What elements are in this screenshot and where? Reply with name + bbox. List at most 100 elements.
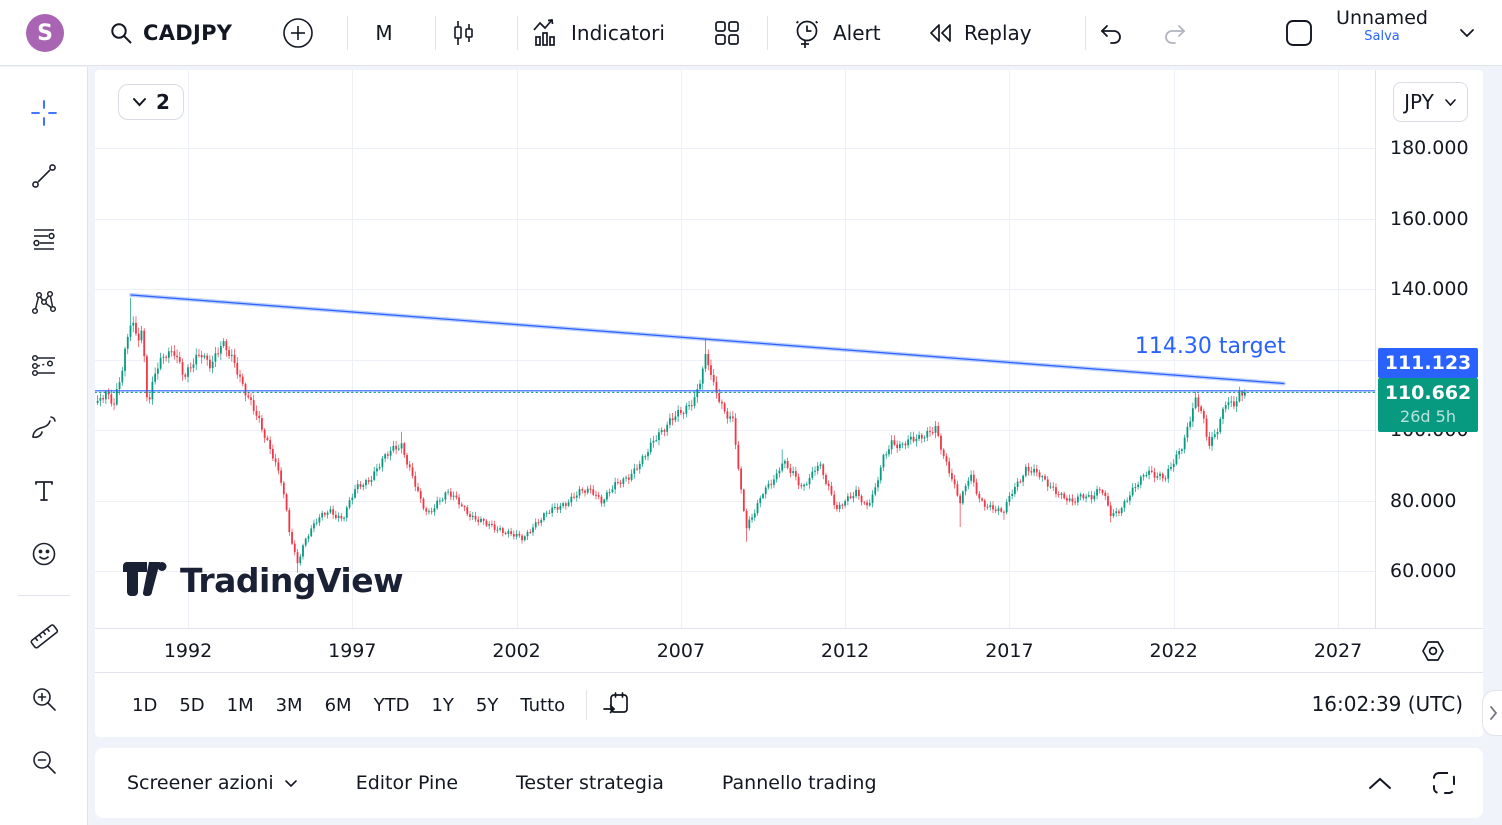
save-layout-button[interactable] <box>1283 11 1315 55</box>
indicators-button[interactable]: Indicatori <box>530 11 665 55</box>
zoom-out-icon <box>29 747 59 777</box>
crosshair-tool[interactable] <box>21 81 67 144</box>
timeframe-5y[interactable]: 5Y <box>465 689 509 722</box>
candlestick-chart-canvas[interactable] <box>95 70 1375 628</box>
brush-tool[interactable] <box>21 396 67 459</box>
time-scale[interactable]: 1992 1997 2002 2007 2012 2017 2022 2027 <box>95 628 1483 672</box>
bar-countdown: 26d 5h <box>1400 407 1456 426</box>
bottom-panel: Screener azioni Editor Pine Tester strateg… <box>95 748 1483 818</box>
bottom-tab-0[interactable]: Screener azioni <box>125 766 300 800</box>
price-scale[interactable]: JPY 180.000160.000140.000120.000100.0008… <box>1375 70 1483 628</box>
price-tick: 60.000 <box>1390 560 1457 582</box>
timeframe-3m[interactable]: 3M <box>265 689 314 722</box>
bottom-tab-2[interactable]: Tester strategia <box>514 766 666 800</box>
emoji-tool[interactable] <box>21 522 67 585</box>
replay-label: Replay <box>964 21 1032 45</box>
chevron-down-icon <box>132 97 147 107</box>
chevron-down-icon <box>1458 27 1476 39</box>
drawing-toolbar <box>0 67 88 825</box>
compare-add-button[interactable] <box>282 11 314 55</box>
bottom-tab-label: Tester strategia <box>516 772 664 794</box>
timeframe-6m[interactable]: 6M <box>314 689 363 722</box>
layout-menu-chevron[interactable] <box>1458 11 1476 55</box>
layout-name-block[interactable]: Unnamed Salva <box>1322 7 1442 45</box>
scale-settings-button[interactable] <box>1419 637 1447 665</box>
alert-button[interactable]: Alert <box>790 11 881 55</box>
forecast-tool[interactable] <box>21 333 67 396</box>
toolbar-divider <box>435 16 436 50</box>
redo-icon <box>1160 17 1192 49</box>
time-tick: 2022 <box>1149 640 1198 662</box>
toolbar-divider <box>347 16 348 50</box>
utc-clock[interactable]: 16:02:39 (UTC) <box>1311 692 1463 716</box>
last-price-label: 110.662 26d 5h <box>1378 378 1478 432</box>
layout-square-icon <box>1283 17 1315 49</box>
chart-plot-area[interactable]: 2 114.30 target TradingView <box>95 70 1375 628</box>
plus-circle-icon <box>282 17 314 49</box>
timeframe-5d[interactable]: 5D <box>168 689 215 722</box>
long-position-icon <box>29 350 59 380</box>
timeframe-tutto[interactable]: Tutto <box>509 689 576 722</box>
bottom-tab-label: Screener azioni <box>127 772 274 794</box>
bottom-tab-1[interactable]: Editor Pine <box>354 766 460 800</box>
collapse-panel-button[interactable] <box>1367 776 1393 791</box>
zoom-out-tool[interactable] <box>21 730 67 793</box>
measure-tool[interactable] <box>21 604 67 667</box>
top-toolbar: S CADJPY M Indicatori <box>0 0 1502 66</box>
symbol-search-button[interactable]: CADJPY <box>108 11 232 55</box>
replay-icon <box>925 18 955 48</box>
price-tick: 140.000 <box>1390 278 1469 300</box>
timeframe-1m[interactable]: 1M <box>216 689 265 722</box>
replay-button[interactable]: Replay <box>925 11 1032 55</box>
interval-label: M <box>375 21 393 45</box>
time-tick: 2012 <box>820 640 870 662</box>
ruler-icon <box>29 621 59 651</box>
maximize-panel-button[interactable] <box>1431 770 1457 796</box>
symbol-label: CADJPY <box>143 21 233 45</box>
currency-unit-label: JPY <box>1404 90 1434 114</box>
bar-interval-badge[interactable]: 2 <box>118 84 184 120</box>
save-link[interactable]: Salva <box>1364 28 1400 44</box>
trend-line-tool[interactable] <box>21 144 67 207</box>
xabcd-pattern-icon <box>29 287 59 317</box>
drawn-line-price-label: 111.123 <box>1378 348 1478 378</box>
fib-retracement-tool[interactable] <box>21 207 67 270</box>
chevron-right-icon <box>1489 705 1498 721</box>
trend-line-icon <box>29 161 59 191</box>
bottom-tab-3[interactable]: Pannello trading <box>720 766 879 800</box>
text-tool[interactable] <box>21 459 67 522</box>
maximize-icon <box>1431 770 1457 796</box>
currency-unit-button[interactable]: JPY <box>1393 82 1468 122</box>
open-watchlist-tab[interactable] <box>1482 690 1502 736</box>
xabcd-pattern-tool[interactable] <box>21 270 67 333</box>
zoom-in-tool[interactable] <box>21 667 67 730</box>
time-tick: 1997 <box>328 640 377 662</box>
layout-grid-button[interactable] <box>712 11 742 55</box>
timeframe-1d[interactable]: 1D <box>121 689 168 722</box>
toolbar-divider <box>767 16 768 50</box>
bottom-panel-tabs: Screener azioni Editor Pine Tester strateg… <box>125 748 879 818</box>
go-to-date-button[interactable] <box>601 690 631 720</box>
toolbar-divider <box>517 16 518 50</box>
alert-clock-icon <box>790 16 824 50</box>
time-tick: 1992 <box>163 640 213 662</box>
avatar[interactable]: S <box>26 14 64 52</box>
timeframe-1y[interactable]: 1Y <box>420 689 464 722</box>
tradingview-watermark: TradingView <box>121 560 404 600</box>
last-price-value: 110.662 <box>1384 382 1472 404</box>
redo-button[interactable] <box>1160 11 1192 55</box>
avatar-letter: S <box>37 20 53 46</box>
timeframe-ytd[interactable]: YTD <box>363 689 421 722</box>
horizontal-lines-icon <box>29 224 59 254</box>
chart-type-button[interactable] <box>448 11 478 55</box>
undo-icon <box>1094 17 1126 49</box>
time-tick: 2007 <box>656 640 706 662</box>
indicators-icon <box>530 17 562 49</box>
crosshair-icon <box>29 98 59 128</box>
interval-button[interactable]: M <box>368 11 400 55</box>
undo-button[interactable] <box>1094 11 1126 55</box>
time-tick: 2027 <box>1313 640 1363 662</box>
price-target-annotation[interactable]: 114.30 target <box>1134 334 1286 360</box>
grid-icon <box>712 18 742 48</box>
time-tick: 2002 <box>492 640 541 662</box>
